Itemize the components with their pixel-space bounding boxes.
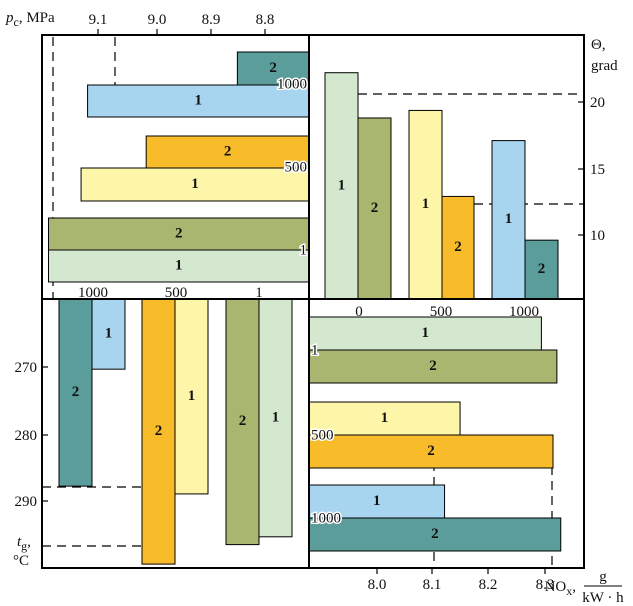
tl-bar	[48, 249, 310, 283]
tick-marks	[42, 29, 584, 574]
load-tick-label: 1	[255, 285, 263, 301]
tg-tick-label: 270	[15, 360, 38, 376]
inner-load-labels: 1000 500 1 1 500 1000	[276, 75, 343, 528]
br-bar-label: 1	[373, 493, 381, 509]
bl-bar-label: 1	[105, 326, 113, 342]
nox-axis-title: NOx,	[545, 579, 576, 598]
tg-tick-label: 280	[15, 428, 38, 444]
pc-tick-label: 9.1	[89, 12, 108, 28]
load-tick-label: 500	[165, 285, 188, 301]
inner-load-label: 1000	[277, 76, 307, 92]
theta-tick-labels: 20 15 10	[590, 95, 605, 244]
pc-axis-title: pc, MPa	[5, 10, 55, 29]
bl-bar-label: 1	[188, 388, 196, 404]
br-bar-label: 2	[429, 358, 437, 374]
nox-unit-denominator: kW · h	[582, 590, 624, 606]
load-tick-label: 500	[430, 304, 453, 320]
nox-tick-label: 8.0	[368, 577, 387, 593]
tr-bar	[524, 239, 559, 300]
tr-bar-label: 1	[422, 196, 430, 212]
tl-bar-label: 1	[195, 92, 203, 108]
nox-tick-label: 8.1	[423, 577, 442, 593]
br-bar	[308, 349, 558, 384]
theta-tick-label: 15	[590, 162, 605, 178]
br-bar-label: 1	[381, 410, 389, 426]
inner-load-label: 1	[300, 242, 308, 258]
tr-bar	[491, 140, 526, 300]
bl-bar-label: 1	[272, 409, 280, 425]
tg-tick-label: 290	[15, 494, 38, 510]
br-bar	[308, 434, 554, 469]
tr-bar	[357, 117, 392, 300]
br-bar-label: 2	[427, 443, 435, 459]
tl-bar	[87, 84, 310, 118]
panel-frame	[41, 34, 585, 569]
tl-bar-label: 1	[191, 176, 199, 192]
load-tick-labels-left: 1000 500 1	[78, 285, 263, 301]
bl-bar	[141, 298, 176, 565]
tg-axis-unit: °C	[13, 553, 29, 569]
bl-bar	[58, 298, 93, 487]
inner-load-label: 500	[311, 427, 334, 443]
tr-bar-label: 2	[371, 200, 379, 216]
theta-tick-label: 10	[590, 228, 605, 244]
br-bar-label: 1	[421, 325, 429, 341]
bars-layer: 2 1 2 1 2 1 1 2 1 2 1 2 2 1 2 1 2 1 1 2 1 2 1 2	[48, 51, 562, 565]
br-bar	[308, 517, 562, 552]
nox-tick-label: 8.3	[536, 577, 555, 593]
nox-tick-labels: 8.0 8.1 8.2 8.3	[368, 577, 555, 593]
bl-bar-label: 2	[72, 384, 80, 400]
pc-tick-labels: 9.1 9.0 8.9 8.8	[89, 12, 275, 28]
inner-load-label: 1000	[311, 510, 341, 526]
nox-unit-numerator: g	[599, 569, 607, 585]
tl-bar	[80, 167, 310, 202]
tl-bar	[145, 135, 310, 169]
br-bar	[308, 401, 461, 436]
bl-bar-label: 2	[155, 423, 163, 439]
tl-bar-label: 1	[175, 257, 183, 273]
tg-tick-labels: 270 280 290	[15, 360, 38, 510]
br-bar	[308, 316, 542, 351]
pc-tick-label: 9.0	[148, 12, 167, 28]
bl-bar	[91, 298, 126, 370]
load-tick-label: 1000	[78, 285, 108, 301]
tl-bar-label: 2	[224, 143, 232, 159]
nox-tick-label: 8.2	[479, 577, 498, 593]
tg-axis-title: tg,	[17, 534, 31, 553]
br-bar-label: 2	[431, 526, 439, 542]
load-tick-label: 0	[355, 304, 363, 320]
inner-load-label: 1	[311, 342, 319, 358]
pc-tick-label: 8.9	[202, 12, 221, 28]
load-tick-labels-top: 0 500 1000	[355, 304, 539, 320]
load-tick-label: 1000	[509, 304, 539, 320]
tr-bar-label: 1	[338, 177, 346, 193]
tr-bar-label: 2	[538, 261, 546, 277]
inner-load-label: 500	[285, 159, 308, 175]
bl-bar	[174, 298, 209, 495]
bl-bar-label: 2	[239, 413, 247, 429]
theta-axis-title: Θ,	[591, 37, 606, 53]
tl-bar-label: 2	[269, 60, 277, 76]
tr-bar-label: 2	[454, 239, 462, 255]
tr-bar	[324, 72, 359, 300]
bl-bar	[258, 298, 293, 538]
tr-bar-label: 1	[505, 211, 513, 227]
theta-tick-label: 20	[590, 95, 605, 111]
pc-tick-label: 8.8	[256, 12, 275, 28]
tl-bar-label: 2	[175, 225, 183, 241]
theta-axis-unit: grad	[591, 58, 618, 74]
